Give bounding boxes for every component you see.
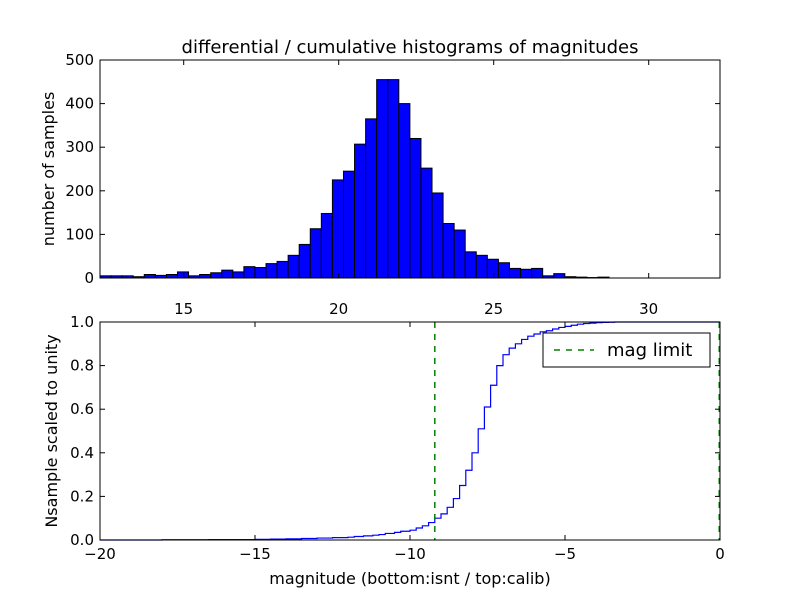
top-y-ticks: 0 100 200 300 400 500 [65,51,720,287]
cumulative-chart: −20 −15 −10 −5 0 0.0 0.2 0.4 0.6 0.8 1.0 magnitud… [42,313,725,588]
histogram-bar [276,260,289,279]
x-tick-label: 25 [484,300,503,318]
histogram-bar [210,272,223,279]
y-tick-label: 300 [65,138,94,156]
y-tick-label: 0.4 [70,444,94,462]
bottom-y-axis-label: Nsample scaled to unity [42,334,61,527]
histogram-bar [464,251,477,279]
histogram-bar [497,262,510,279]
histogram-bar [486,258,499,279]
x-tick-label: 0 [715,545,725,563]
histogram-bar [320,212,333,279]
top-x-ticks: 15 20 25 30 [174,60,658,318]
y-tick-label: 0 [84,269,94,287]
y-tick-label: 0.2 [70,487,94,505]
legend-label: mag limit [607,340,692,361]
histogram-bar [287,254,300,279]
cumulative-series [100,321,720,541]
x-tick-label: −10 [394,545,426,563]
histogram-bar [431,192,444,279]
histogram-bar [420,167,433,279]
histogram-bar [553,273,566,279]
bottom-x-ticks: −20 −15 −10 −5 0 [84,322,725,563]
histogram-bar [176,271,190,279]
histogram-bar [265,263,278,279]
top-plot-frame [99,59,721,279]
histogram-bar [298,243,311,279]
y-tick-label: 400 [65,95,94,113]
histogram-bar [342,170,356,279]
legend: mag limit [542,332,711,368]
x-tick-label: −15 [239,545,271,563]
histogram-bar [309,228,322,279]
histogram-bar [442,223,455,279]
histogram-bar [165,274,178,279]
histogram-bar [331,179,344,279]
y-tick-label: 0.6 [70,400,94,418]
histogram-bar [199,274,212,279]
histogram-bar [254,267,267,279]
histogram-bar [354,143,367,279]
histogram-bar [520,268,533,279]
x-tick-label: 15 [174,300,193,318]
histogram-bar [409,137,422,279]
bottom-x-axis-label: magnitude (bottom:isnt / top:calib) [269,569,550,588]
histogram-bar [376,79,389,279]
y-tick-label: 1.0 [70,313,94,331]
top-y-axis-label: number of samples [39,92,58,247]
y-tick-label: 200 [65,182,94,200]
bottom-y-ticks: 0.0 0.2 0.4 0.6 0.8 1.0 [70,313,720,549]
cumulative-step-line [100,321,720,541]
histogram-bar [232,271,245,279]
y-tick-label: 0.0 [70,531,94,549]
x-tick-label: 30 [639,300,658,318]
histogram-bar [475,254,488,279]
x-tick-label: −5 [554,545,576,563]
x-tick-label: 20 [329,300,348,318]
histogram-bar [508,267,522,279]
y-tick-label: 100 [65,225,94,243]
histogram-bars [99,79,610,279]
histogram-bar [398,103,411,279]
y-tick-label: 0.8 [70,357,94,375]
chart-title: differential / cumulative histograms of … [182,37,639,58]
histogram-bar [221,269,234,279]
histogram-bar [365,118,378,279]
y-tick-label: 500 [65,51,94,69]
histogram-bar [387,79,400,279]
histogram-bar [143,274,156,279]
histogram-bar [453,229,466,279]
histogram-bar [531,267,544,279]
histogram-bar [243,266,256,279]
x-tick-label: −20 [84,545,116,563]
histogram-chart: differential / cumulative histograms of … [39,37,721,318]
